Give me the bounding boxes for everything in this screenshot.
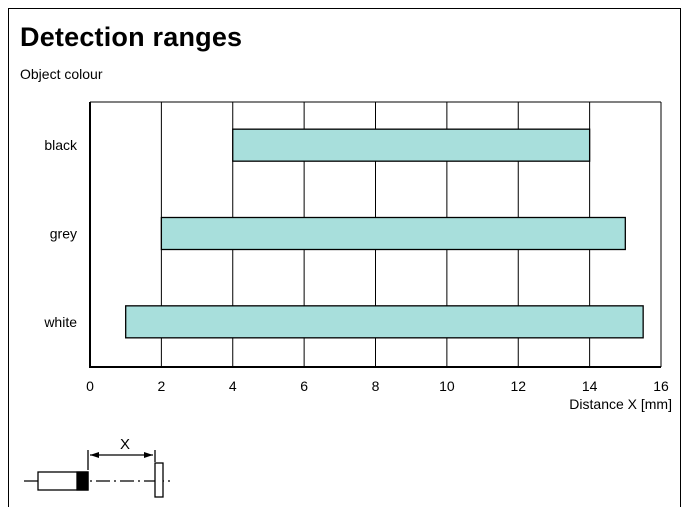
x-tick-label-12: 12	[510, 378, 526, 394]
category-labels: black grey white	[43, 137, 78, 330]
arrow-left-icon	[90, 452, 99, 458]
distance-x-label: X	[120, 436, 130, 453]
category-label-grey: grey	[50, 226, 77, 242]
sensor-diagram	[24, 450, 170, 498]
axes	[89, 102, 661, 368]
x-tick-label-14: 14	[582, 378, 598, 394]
chart-frame	[8, 8, 681, 507]
x-tick-label-2: 2	[157, 378, 165, 394]
tick-labels: 0 2 4 6 8 10 12 14 16	[86, 378, 669, 394]
target-object	[154, 462, 164, 498]
x-axis-label: Distance X [mm]	[569, 396, 672, 412]
x-tick-label-8: 8	[372, 378, 380, 394]
bar-grey	[160, 216, 626, 251]
category-label-black: black	[44, 137, 78, 153]
x-tick-label-0: 0	[86, 378, 94, 394]
arrow-right-icon	[144, 452, 153, 458]
x-tick-label-6: 6	[300, 378, 308, 394]
bar-white	[125, 305, 644, 339]
y-axis-label: Object colour	[20, 66, 103, 82]
x-tick-label-10: 10	[439, 378, 455, 394]
chart-title: Detection ranges	[20, 22, 243, 52]
x-tick-label-16: 16	[653, 378, 669, 394]
bar-black	[232, 128, 591, 162]
category-label-white: white	[43, 314, 77, 330]
bars	[125, 128, 644, 339]
sensor-lens	[76, 471, 89, 491]
x-tick-label-4: 4	[229, 378, 237, 394]
